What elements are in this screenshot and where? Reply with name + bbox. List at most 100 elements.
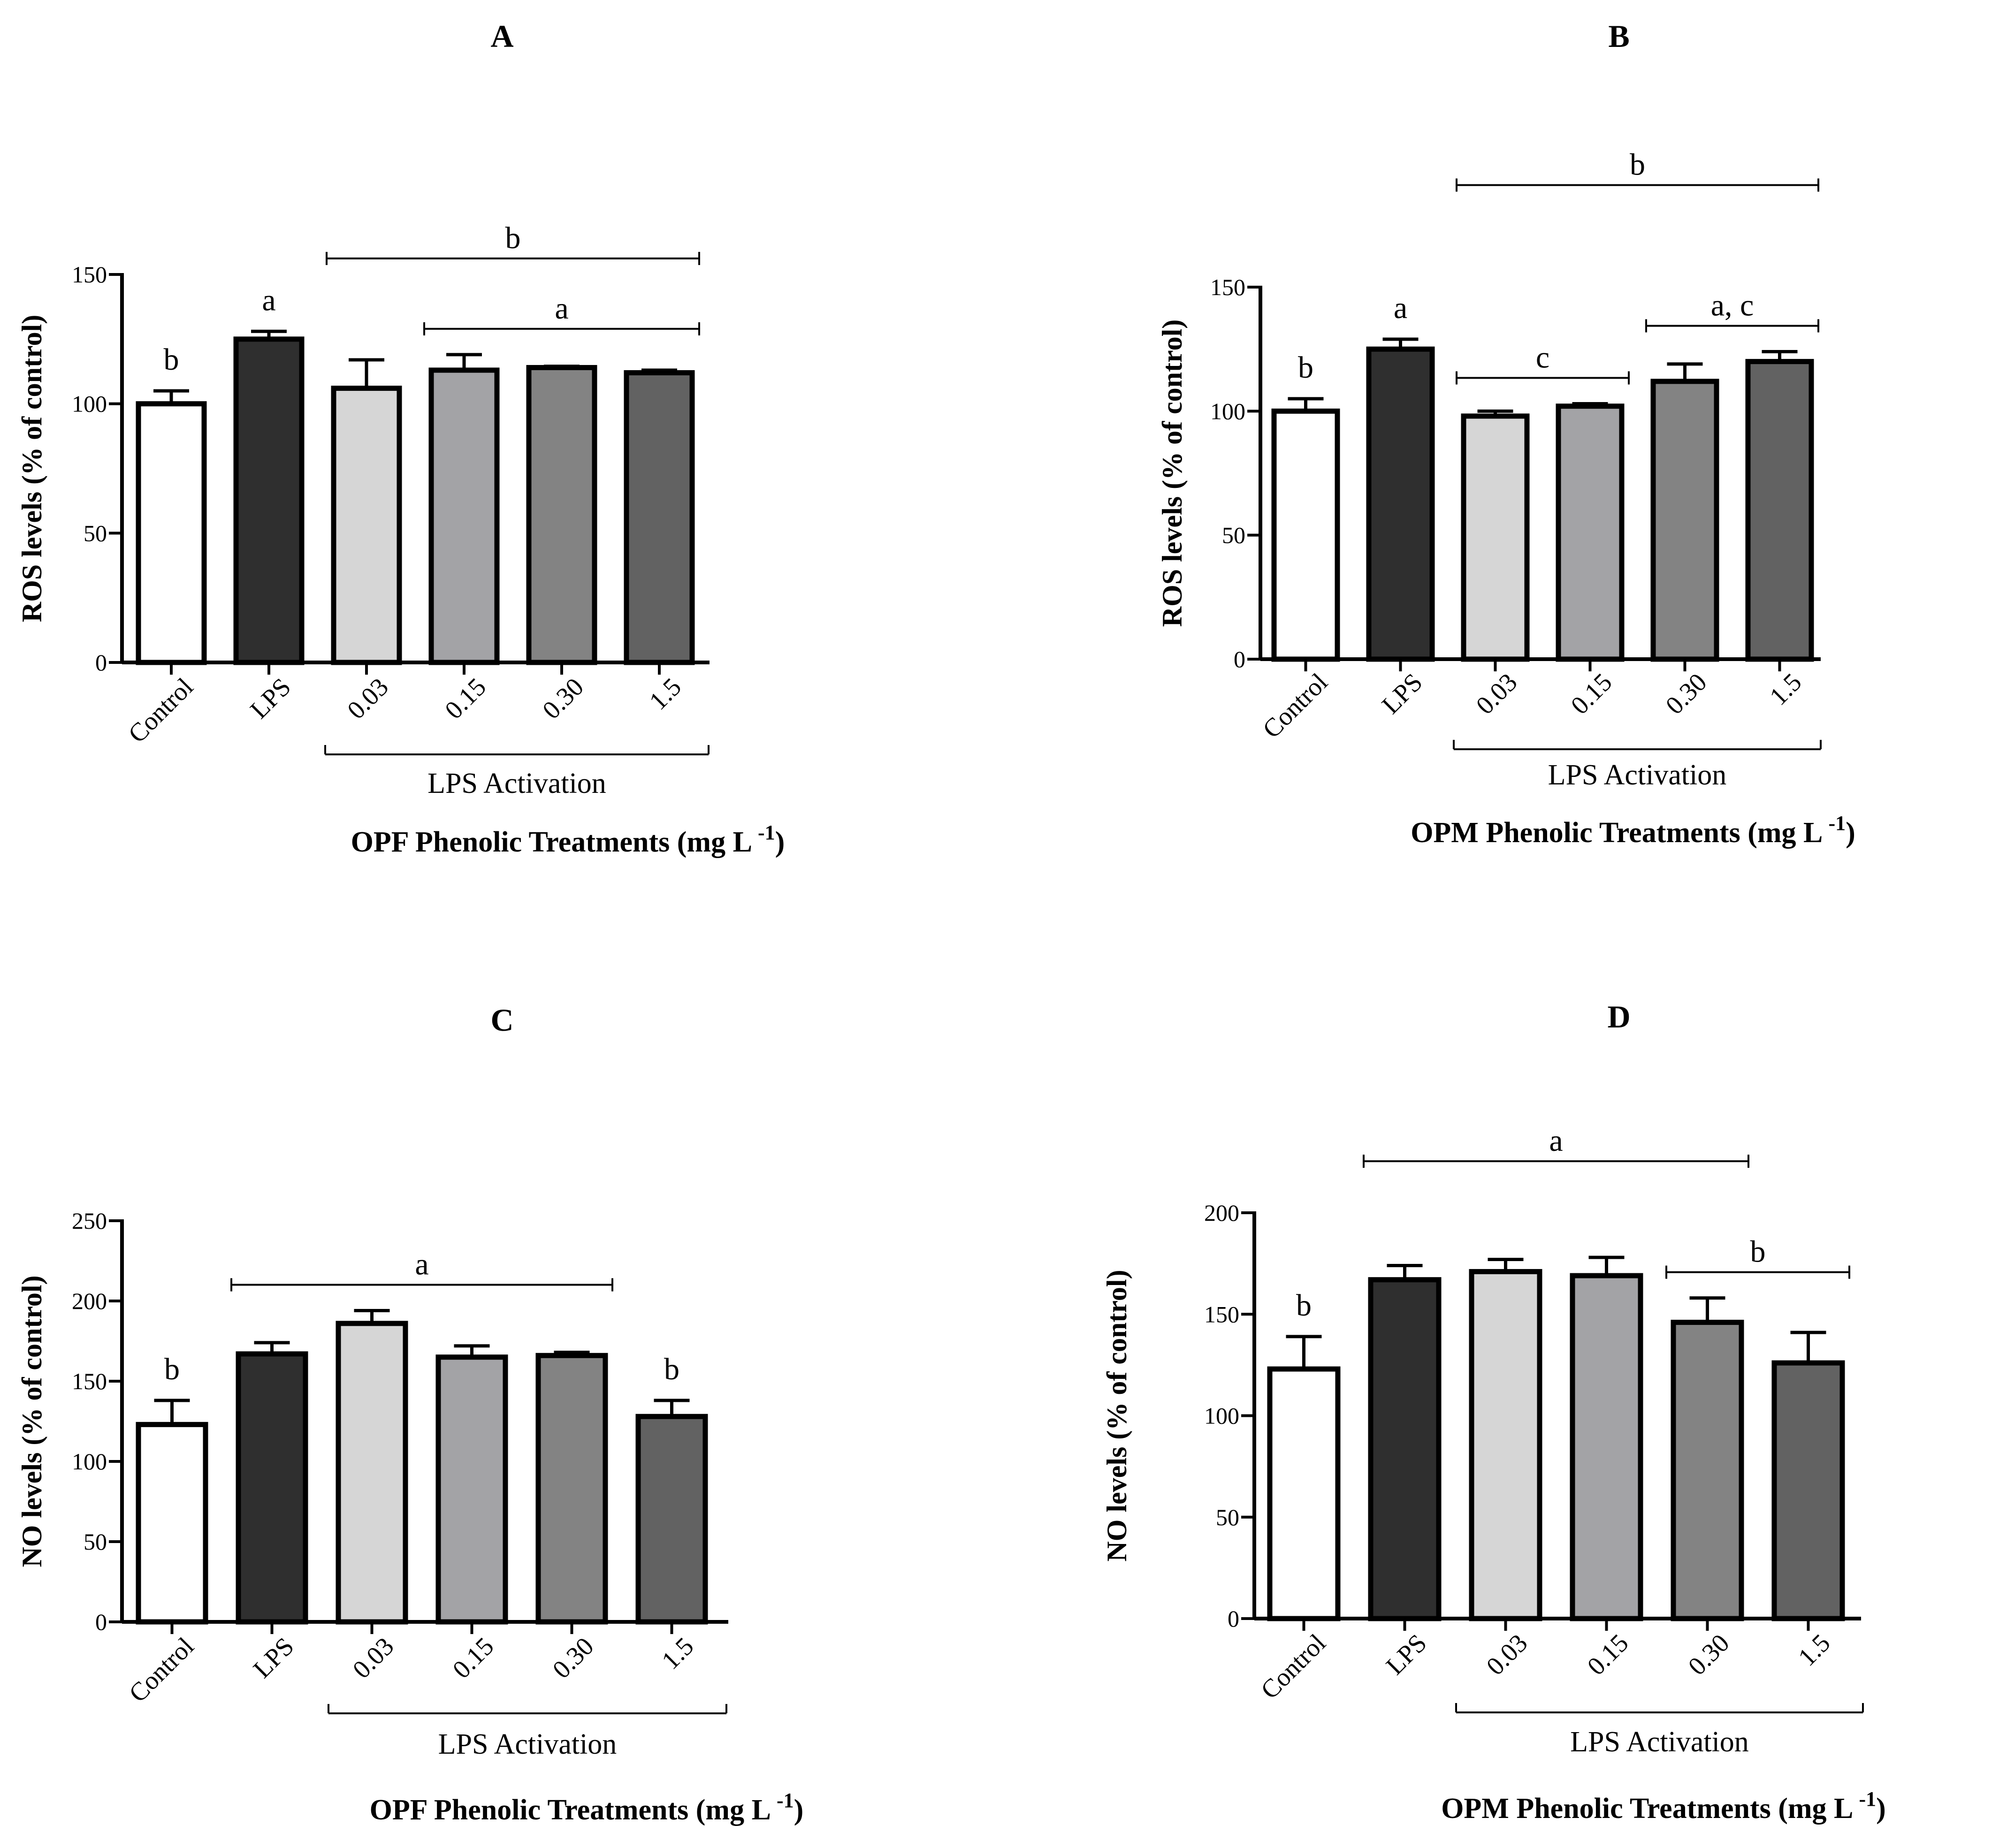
category-label: 0.03 — [347, 1632, 399, 1684]
x-axis-label-close: ) — [1846, 817, 1855, 849]
significance-letter: a — [415, 1247, 428, 1282]
x-axis-label-superscript: -1 — [1859, 1787, 1876, 1810]
bar — [428, 367, 500, 665]
category-label: Control — [122, 672, 198, 748]
significance-letter: b — [1750, 1235, 1766, 1269]
category-label: 0.03 — [1471, 668, 1523, 720]
y-tick-label: 150 — [72, 1368, 107, 1394]
x-axis-label: OPF Phenolic Treatments (mg L -1) — [351, 821, 785, 858]
category-label: LPS — [1376, 668, 1428, 719]
bar — [136, 401, 207, 665]
y-tick-label: 200 — [72, 1288, 107, 1314]
bar — [1650, 379, 1719, 662]
y-axis-label: NO levels (% of control) — [16, 1275, 47, 1567]
y-tick-label: 250 — [72, 1208, 107, 1234]
bar — [635, 1414, 708, 1625]
significance-letter: a, c — [1711, 288, 1754, 322]
y-tick-label: 150 — [1210, 274, 1245, 300]
chart-panel-b: B 0 50 100 150 Control LPS 0.03 0.15 0.30 1.5 ROS l… — [1157, 18, 1855, 849]
category-label: 0.15 — [439, 672, 491, 724]
y-tick-label: 50 — [84, 520, 107, 546]
panel-letter: A — [490, 18, 513, 54]
bar — [526, 365, 597, 665]
chart-panel-a: A 0 50 100 150 Control LPS 0.03 0.15 0.30 1.5 ROS l… — [16, 18, 785, 858]
category-label: LPS — [244, 672, 296, 724]
category-label: Control — [123, 1632, 199, 1708]
bar — [1368, 1277, 1442, 1621]
x-axis-label-main: OPF Phenolic Treatments (mg L — [370, 1794, 777, 1826]
category-label: Control — [1255, 1628, 1331, 1704]
y-tick-label: 150 — [1204, 1301, 1239, 1327]
significance-letter: b — [664, 1352, 679, 1386]
category-label: 0.30 — [1683, 1628, 1735, 1681]
significance-letter: a — [262, 283, 275, 317]
y-tick-label: 50 — [1222, 522, 1245, 548]
x-axis-label-close: ) — [775, 826, 785, 858]
bar — [1771, 1360, 1845, 1621]
significance-letter: b — [164, 342, 179, 377]
bar — [1271, 408, 1340, 662]
x-axis-label: OPF Phenolic Treatments (mg L -1) — [370, 1789, 804, 1826]
category-label: LPS — [1381, 1628, 1432, 1680]
group-label: LPS Activation — [1570, 1726, 1749, 1758]
category-label: LPS — [248, 1632, 299, 1683]
y-tick-label: 100 — [72, 1448, 107, 1475]
panel-letter: D — [1607, 999, 1630, 1034]
y-axis-label: ROS levels (% of control) — [1157, 319, 1188, 627]
y-tick-label: 50 — [84, 1529, 107, 1555]
category-label: 0.15 — [1565, 668, 1618, 720]
category-label: 1.5 — [656, 1632, 699, 1675]
bar — [336, 1321, 408, 1625]
significance-letter: b — [1630, 147, 1645, 182]
bar — [1671, 1320, 1744, 1621]
bar — [435, 1354, 508, 1625]
panel-letter: B — [1608, 18, 1629, 54]
y-tick-label: 200 — [1204, 1200, 1239, 1226]
significance-letter: a — [1394, 291, 1407, 325]
group-label: LPS Activation — [427, 768, 606, 799]
bar — [331, 386, 402, 665]
bar — [236, 1351, 308, 1625]
significance-letter: a — [1549, 1124, 1563, 1158]
x-axis-label-close: ) — [1876, 1793, 1886, 1825]
x-axis-label-superscript: -1 — [758, 821, 775, 844]
y-tick-label: 150 — [72, 261, 107, 288]
category-label: 1.5 — [1793, 1628, 1836, 1672]
y-tick-label: 0 — [1234, 646, 1245, 672]
y-tick-label: 100 — [1204, 1403, 1239, 1429]
x-axis-label-main: OPM Phenolic Treatments (mg L — [1441, 1793, 1859, 1825]
y-tick-label: 0 — [95, 649, 107, 676]
group-label: LPS Activation — [1548, 759, 1727, 791]
panel-letter: C — [490, 1002, 513, 1038]
y-tick-label: 0 — [1228, 1605, 1239, 1632]
category-label: 0.15 — [447, 1632, 499, 1684]
chart-panel-d: D 0 50 100 150 200 Control LPS 0.03 0.15 0.30 1.5 NO… — [1101, 999, 1886, 1825]
bar — [1745, 359, 1814, 662]
significance-letter: b — [1296, 1288, 1312, 1323]
significance-letter: b — [505, 221, 521, 255]
y-axis-label: NO levels (% of control) — [1101, 1270, 1132, 1561]
y-tick-label: 100 — [1210, 398, 1245, 424]
bar — [1461, 413, 1530, 662]
bar — [1469, 1269, 1542, 1621]
y-axis-label: ROS levels (% of control) — [16, 315, 47, 622]
category-label: 0.03 — [1481, 1628, 1533, 1681]
bar — [136, 1422, 208, 1625]
y-tick-label: 50 — [1216, 1504, 1239, 1530]
category-label: Control — [1257, 668, 1333, 744]
bar — [624, 370, 695, 665]
bar — [1267, 1366, 1341, 1621]
y-tick-label: 100 — [72, 391, 107, 417]
bar — [1366, 346, 1435, 662]
group-label: LPS Activation — [438, 1728, 617, 1760]
bar — [535, 1353, 608, 1625]
category-label: 0.30 — [537, 672, 589, 724]
bar — [1556, 403, 1625, 662]
significance-letter: a — [555, 291, 568, 326]
x-axis-label-main: OPM Phenolic Treatments (mg L — [1411, 817, 1828, 849]
bar — [233, 336, 305, 665]
bar — [1570, 1273, 1643, 1621]
significance-letter: c — [1536, 340, 1549, 374]
y-tick-label: 0 — [95, 1609, 107, 1635]
